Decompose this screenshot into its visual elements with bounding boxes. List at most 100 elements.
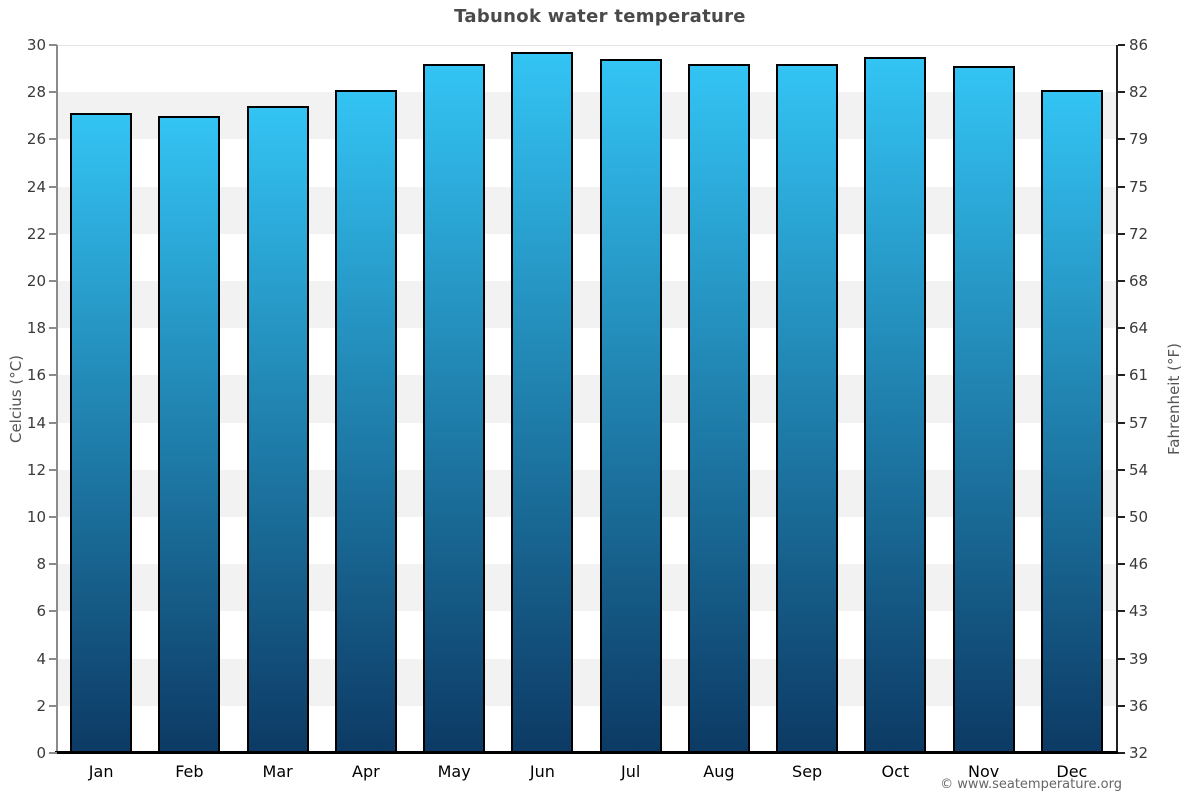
fahrenheit-tick-mark: [1118, 657, 1125, 660]
month-label-sep: Sep: [792, 762, 823, 781]
celsius-tick-label: 4: [36, 649, 46, 668]
bar-may: [423, 63, 486, 753]
celsius-tick-label: 16: [26, 366, 46, 385]
celsius-tick-label: 14: [26, 413, 46, 432]
celsius-tick-label: 20: [26, 272, 46, 290]
fahrenheit-tick-mark: [1118, 563, 1125, 566]
fahrenheit-tick-mark: [1118, 327, 1125, 330]
fahrenheit-tick-label: 50: [1129, 508, 1149, 526]
celsius-tick-mark: [49, 185, 57, 188]
bar-mar: [246, 106, 309, 753]
fahrenheit-tick-label: 86: [1129, 36, 1149, 54]
fahrenheit-tick-mark: [1118, 421, 1125, 424]
fahrenheit-tick-mark: [1118, 185, 1125, 188]
celsius-tick-label: 0: [36, 744, 46, 762]
fahrenheit-tick-mark: [1118, 44, 1125, 46]
grid-band: [57, 281, 1116, 329]
fahrenheit-tick-mark: [1118, 91, 1125, 94]
fahrenheit-tick-label: 68: [1129, 272, 1149, 290]
fahrenheit-tick-mark: [1118, 610, 1125, 613]
celsius-tick-label: 10: [26, 508, 46, 526]
celsius-tick-label: 26: [26, 130, 46, 149]
chart-title: Tabunok water temperature: [454, 6, 746, 27]
month-label-aug: Aug: [703, 762, 735, 781]
celsius-tick-mark: [49, 563, 57, 566]
celsius-tick-label: 8: [36, 555, 46, 574]
bar-feb: [158, 115, 221, 753]
bar-sep: [776, 63, 839, 753]
month-label-nov: Nov: [968, 762, 1000, 781]
celsius-tick-mark: [49, 232, 57, 235]
bar-jun: [511, 52, 574, 753]
fahrenheit-tick-label: 32: [1129, 744, 1149, 762]
fahrenheit-tick-label: 82: [1129, 83, 1149, 102]
fahrenheit-tick-mark: [1118, 704, 1125, 707]
celsius-tick-mark: [49, 44, 57, 46]
fahrenheit-tick-label: 46: [1129, 555, 1149, 574]
fahrenheit-tick-mark: [1118, 752, 1125, 754]
fahrenheit-tick-label: 75: [1129, 177, 1149, 196]
celsius-tick-mark: [49, 516, 57, 518]
fahrenheit-tick-mark: [1118, 280, 1125, 282]
celsius-tick-mark: [49, 138, 57, 141]
celsius-tick-label: 28: [26, 83, 46, 102]
plot-area: [57, 45, 1116, 753]
bar-apr: [334, 89, 397, 753]
celsius-tick-mark: [49, 752, 57, 754]
celsius-tick-mark: [49, 657, 57, 660]
month-label-jun: Jun: [529, 762, 555, 781]
fahrenheit-tick-label: 39: [1129, 649, 1149, 668]
fahrenheit-tick-label: 54: [1129, 460, 1149, 479]
fahrenheit-tick-mark: [1118, 516, 1125, 518]
bar-dec: [1040, 89, 1103, 753]
fahrenheit-tick-label: 64: [1129, 319, 1149, 338]
fahrenheit-tick-mark: [1118, 138, 1125, 141]
month-label-dec: Dec: [1056, 762, 1088, 781]
celsius-tick-mark: [49, 610, 57, 613]
celsius-tick-label: 6: [36, 602, 46, 621]
grid-band: [57, 658, 1116, 706]
fahrenheit-tick-mark: [1118, 468, 1125, 471]
x-axis-baseline: [55, 751, 1118, 754]
celsius-tick-mark: [49, 280, 57, 282]
month-label-may: May: [437, 762, 471, 781]
celsius-tick-mark: [49, 91, 57, 94]
grid-band: [57, 375, 1116, 423]
celsius-tick-label: 22: [26, 224, 46, 243]
gridline-top: [57, 45, 1116, 46]
month-label-jul: Jul: [620, 762, 641, 781]
bar-jan: [70, 113, 133, 753]
bar-aug: [687, 63, 750, 753]
right-axis-line: [1116, 45, 1118, 753]
fahrenheit-tick-mark: [1118, 374, 1125, 377]
fahrenheit-tick-mark: [1118, 232, 1125, 235]
month-label-jan: Jan: [88, 762, 114, 781]
grid-band: [57, 92, 1116, 140]
fahrenheit-tick-label: 72: [1129, 224, 1149, 243]
watermark: © www.seatemperature.org: [940, 777, 1122, 792]
celsius-tick-mark: [49, 704, 57, 707]
bar-nov: [952, 66, 1015, 753]
celsius-tick-label: 30: [26, 36, 46, 54]
fahrenheit-tick-label: 61: [1129, 366, 1149, 385]
bar-jul: [599, 59, 662, 753]
grid-band: [57, 564, 1116, 612]
celsius-tick-label: 2: [36, 696, 46, 715]
grid-band: [57, 186, 1116, 234]
celsius-tick-mark: [49, 421, 57, 424]
month-label-oct: Oct: [881, 762, 910, 781]
fahrenheit-tick-label: 43: [1129, 602, 1149, 621]
celsius-tick-mark: [49, 468, 57, 471]
grid-band: [57, 469, 1116, 517]
celsius-tick-label: 18: [26, 319, 46, 338]
month-label-mar: Mar: [262, 762, 293, 781]
fahrenheit-tick-label: 79: [1129, 130, 1149, 149]
fahrenheit-tick-label: 36: [1129, 696, 1149, 715]
celsius-tick-mark: [49, 374, 57, 377]
month-label-apr: Apr: [352, 762, 380, 781]
month-label-feb: Feb: [175, 762, 204, 781]
y-axis-label-fahrenheit: Fahrenheit (°F): [1165, 343, 1183, 455]
celsius-tick-mark: [49, 327, 57, 330]
celsius-tick-label: 12: [26, 460, 46, 479]
